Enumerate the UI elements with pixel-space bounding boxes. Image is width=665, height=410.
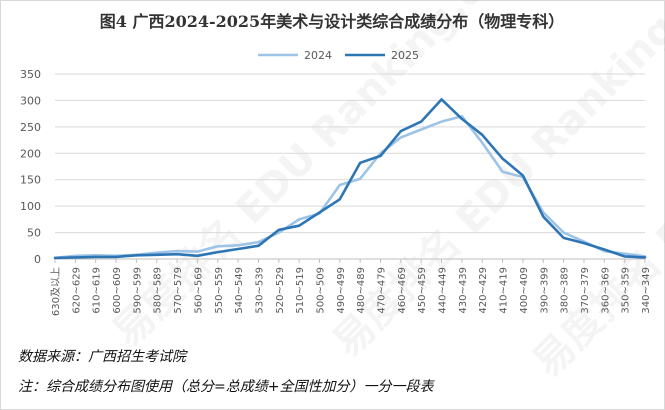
chart-title: 图4 广西2024-2025年美术与设计类综合成绩分布（物理专科） (100, 12, 564, 31)
x-tick-label: 440~449 (438, 267, 449, 314)
x-tick-label: 560~569 (193, 267, 204, 314)
x-tick-label: 470~479 (377, 267, 388, 314)
x-tick-label: 530~539 (254, 267, 265, 314)
x-tick-label: 430~439 (458, 267, 469, 314)
y-tick-label: 300 (20, 94, 41, 107)
x-tick-label: 360~369 (600, 267, 611, 314)
y-tick-label: 200 (20, 147, 41, 160)
x-tick-label: 600~609 (112, 267, 123, 314)
x-tick-label: 420~429 (478, 267, 489, 314)
x-tick-label: 480~489 (356, 267, 367, 314)
source-note: 数据来源：广西招生考试院 (18, 349, 186, 365)
x-tick-label: 590~599 (132, 267, 143, 314)
x-tick-label: 490~499 (336, 267, 347, 314)
x-tick-label: 630及以上 (50, 267, 62, 316)
x-tick-label: 620~629 (71, 267, 82, 314)
x-tick-label: 460~469 (397, 267, 408, 314)
x-tick-label: 370~379 (580, 267, 591, 314)
series-line-2024 (53, 115, 647, 260)
x-tick-label: 390~399 (539, 267, 550, 314)
x-tick-label: 400~409 (519, 267, 530, 314)
x-axis: 630及以上 620~629 610~619 600~609 590~599 580~58… (50, 259, 652, 316)
x-tick-label: 520~529 (275, 267, 286, 314)
legend-label-2024: 2024 (304, 49, 332, 62)
y-tick-label: 0 (34, 253, 41, 266)
series-line-2025 (53, 98, 647, 260)
x-tick-label: 540~549 (234, 267, 245, 314)
x-tick-label: 550~559 (214, 267, 225, 314)
y-tick-label: 350 (20, 68, 41, 81)
x-tick-label: 350~359 (621, 267, 632, 314)
x-tick-label: 380~389 (560, 267, 571, 314)
y-tick-label: 250 (20, 121, 41, 134)
x-tick-label: 500~509 (315, 267, 326, 314)
x-tick-label: 610~619 (92, 267, 103, 314)
series (53, 98, 647, 260)
x-tick-label: 340~349 (641, 267, 652, 314)
x-tick-label: 410~419 (499, 267, 510, 314)
y-tick-label: 50 (27, 227, 41, 240)
y-tick-label: 150 (20, 174, 41, 187)
y-axis: 0 50 100 150 200 250 300 350 (20, 68, 41, 266)
legend-label-2025: 2025 (391, 49, 419, 62)
x-tick-label: 510~519 (295, 267, 306, 314)
legend: 2024 2025 (258, 49, 419, 62)
y-tick-label: 100 (20, 200, 41, 213)
x-tick-label: 580~589 (153, 267, 164, 314)
x-tick-label: 570~579 (173, 267, 184, 314)
remark-note: 注：综合成绩分布图使用（总分=总成绩+全国性加分）一分一段表 (18, 379, 434, 395)
x-tick-label: 450~459 (417, 267, 428, 314)
